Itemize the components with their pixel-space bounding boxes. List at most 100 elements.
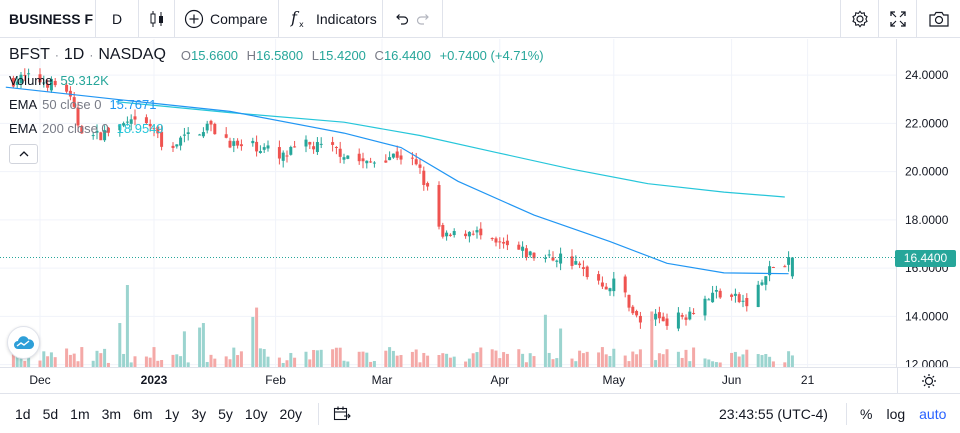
volume-bar [266, 356, 270, 367]
percent-scale-button[interactable]: % [860, 406, 873, 422]
candle-body [764, 276, 768, 285]
time-axis-settings-button[interactable] [897, 368, 960, 394]
volume-bar [251, 316, 255, 367]
range-3m-button[interactable]: 3m [101, 406, 122, 422]
clock-text: 23:43:55 (UTC-4) [719, 406, 828, 422]
candle-body [787, 257, 791, 265]
candle-body [209, 120, 213, 125]
volume-bar [129, 362, 133, 367]
candle-body [570, 256, 574, 266]
x-tick-label: Feb [265, 373, 286, 387]
candle-body [11, 77, 15, 87]
volume-bar [585, 351, 589, 367]
top-toolbar: BUSINESS F D Compare f x Indicators [0, 0, 960, 38]
volume-bar [627, 361, 631, 367]
log-scale-button[interactable]: log [886, 406, 906, 422]
y-tick-label: 18.0000 [905, 213, 949, 227]
fx-icon: f x [290, 9, 304, 29]
candle-body [528, 251, 532, 256]
chart-legend: BFST · 1D · NASDAQ O15.6600 H16.5800 L15… [9, 46, 544, 164]
indicator-ema-50[interactable]: EMA 50 close 0 15.7671 [9, 96, 544, 112]
range-5y-button[interactable]: 5y [218, 406, 233, 422]
x-tick-label: 2023 [140, 373, 168, 387]
candle-body [559, 253, 563, 264]
candle-body [293, 146, 297, 148]
candle-body [255, 141, 259, 152]
symbol-search-button[interactable]: BUSINESS F [0, 0, 96, 38]
candle-body [680, 315, 684, 317]
range-1d-button[interactable]: 1d [15, 406, 31, 422]
candle-body [426, 183, 430, 187]
high-value: 16.5800 [256, 47, 304, 63]
range-5d-button[interactable]: 5d [42, 406, 59, 422]
candle-body [467, 231, 471, 237]
settings-button[interactable] [840, 0, 878, 38]
candle-body [703, 298, 707, 316]
legend-exchange: NASDAQ [98, 46, 166, 63]
range-10y-button[interactable]: 10y [244, 406, 268, 422]
screenshot-button[interactable] [916, 0, 960, 38]
auto-scale-button[interactable]: auto [919, 406, 947, 422]
go-to-date-button[interactable] [329, 401, 355, 427]
chart-pane[interactable]: 24.0000 22.0000 20.0000 18.0000 16.0000 14.00… [0, 39, 960, 367]
volume-bar [342, 360, 346, 367]
volume-bar [19, 351, 23, 367]
clock-timezone-button[interactable]: 23:43:55 (UTC-4) [719, 395, 828, 433]
range-20y-button[interactable]: 20y [279, 406, 303, 422]
volume-bar [53, 357, 57, 367]
collapse-legend-button[interactable] [9, 144, 38, 164]
volume-bar [334, 347, 338, 367]
time-axis[interactable]: Dec 2023 Feb Mar Apr May Jun 21 [0, 367, 960, 394]
volume-bar [623, 355, 627, 367]
volume-bar [650, 311, 654, 367]
candle-body [258, 151, 262, 153]
tradingview-logo-badge[interactable] [7, 326, 40, 359]
interval-button[interactable]: D [96, 0, 139, 38]
fullscreen-button[interactable] [878, 0, 916, 38]
volume-bar [410, 351, 414, 367]
volume-bar [304, 351, 308, 367]
indicators-button[interactable]: f x Indicators [279, 0, 383, 38]
candle-body [790, 257, 794, 277]
volume-bar [764, 354, 768, 367]
volume-bar [414, 349, 418, 367]
price-chart[interactable]: 24.000022.000020.000018.000016.000014.00… [0, 39, 960, 367]
volume-bar [612, 348, 616, 367]
candle-body [388, 157, 392, 161]
candle-body [148, 123, 152, 127]
candle-body [399, 155, 403, 160]
volume-bar [657, 353, 661, 367]
indicator-ema-200[interactable]: EMA 200 close 0 18.9549 [9, 120, 544, 136]
x-tick-label: Apr [490, 373, 510, 387]
volume-bar [768, 356, 772, 367]
volume-bar [144, 356, 148, 367]
candle-body [361, 158, 365, 162]
indicator-volume[interactable]: Volume 59.312K [9, 72, 544, 88]
chart-type-button[interactable] [139, 0, 175, 38]
candle-body [768, 266, 772, 276]
range-6m-button[interactable]: 6m [133, 406, 153, 422]
range-3y-button[interactable]: 3y [191, 406, 207, 422]
candle-body [228, 140, 232, 148]
volume-bar [448, 357, 452, 367]
candle-body [505, 240, 509, 246]
candle-body [756, 284, 760, 308]
volume-bar [15, 352, 19, 367]
candle-body [547, 254, 551, 256]
volume-bar [312, 349, 316, 367]
candle-body [627, 294, 631, 308]
range-1m-button[interactable]: 1m [70, 406, 90, 422]
volume-bar [384, 350, 388, 367]
volume-bar [524, 362, 528, 367]
volume-bar [528, 353, 532, 367]
volume-bar [581, 353, 585, 367]
legend-separator: · [89, 48, 94, 62]
compare-button[interactable]: Compare [175, 0, 279, 38]
indicator-value: 15.7671 [109, 96, 157, 112]
redo-icon[interactable] [416, 11, 432, 27]
divider [318, 403, 320, 425]
legend-separator: · [54, 48, 59, 62]
undo-icon[interactable] [393, 11, 409, 27]
range-1y-button[interactable]: 1y [164, 406, 180, 422]
candle-body [179, 137, 183, 146]
